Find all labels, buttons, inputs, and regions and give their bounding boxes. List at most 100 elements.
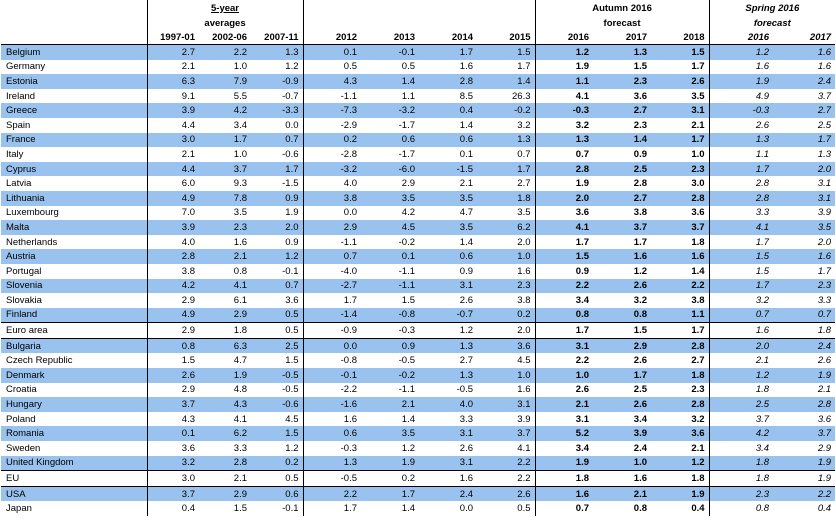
value-cell: 2.1 bbox=[361, 397, 420, 412]
value-cell: 4.0 bbox=[302, 176, 362, 191]
table-row: Belgium 2.7 2.2 1.3 0.1 -0.1 1.7 1.5 1.2 1.3 1.5 1.… bbox=[1, 44, 836, 60]
value-cell: 1.5 bbox=[251, 426, 304, 442]
value-cell: 2.6 bbox=[708, 117, 774, 133]
value-cell: 1.6 bbox=[773, 249, 836, 264]
value-cell: 3.6 bbox=[651, 426, 710, 442]
value-cell: 3.7 bbox=[817, 90, 832, 102]
value-cell: -0.7 bbox=[282, 90, 299, 102]
value-cell: 2.2 bbox=[534, 353, 594, 369]
value-cell: -1.1 bbox=[398, 384, 416, 396]
value-cell: 0.1 bbox=[146, 426, 199, 442]
value-cell: -0.3 bbox=[534, 103, 594, 118]
value-cell: 1.6 bbox=[302, 411, 362, 427]
value-cell: 3.2 bbox=[708, 293, 774, 308]
value-cell: 1.9 bbox=[773, 470, 836, 487]
value-cell: 1.8 bbox=[708, 470, 774, 487]
value-cell: 6.0 bbox=[146, 176, 199, 191]
value-cell: 1.8 bbox=[708, 455, 774, 471]
table-row: Lithuania 4.9 7.8 0.9 3.8 3.5 3.5 1.8 2.0 2.7 2.8 2… bbox=[1, 190, 836, 206]
value-cell: 1.7 bbox=[633, 236, 648, 248]
value-cell: 0.2 bbox=[302, 132, 362, 148]
value-cell: 3.6 bbox=[817, 413, 832, 425]
value-cell: 1.3 bbox=[534, 132, 594, 148]
value-cell: 1.6 bbox=[773, 44, 836, 60]
value-cell: 2.0 bbox=[517, 236, 531, 248]
table-row: Poland 4.3 4.1 4.5 1.6 1.4 3.3 3.9 3.1 3.4 3.2 3.7 3… bbox=[1, 411, 835, 427]
value-cell: 2.5 bbox=[633, 384, 648, 396]
value-cell: 1.9 bbox=[534, 455, 594, 471]
value-cell: 1.9 bbox=[773, 455, 836, 471]
value-cell: 2.0 bbox=[817, 236, 832, 248]
value-cell: 1.5 bbox=[593, 322, 652, 339]
value-cell: 0.6 bbox=[419, 132, 478, 148]
value-cell: 1.8 bbox=[691, 236, 705, 248]
value-cell: 0.4 bbox=[146, 501, 199, 516]
country-name: Denmark bbox=[1, 368, 147, 383]
country-name: Cyprus bbox=[1, 161, 147, 177]
value-cell: 2.7 bbox=[146, 44, 199, 60]
value-cell: 2.6 bbox=[593, 397, 652, 412]
value-cell: 0.7 bbox=[773, 307, 836, 323]
value-cell: 3.2 bbox=[146, 455, 199, 471]
value-cell: 1.7 bbox=[708, 161, 774, 177]
value-cell: 2.4 bbox=[773, 337, 836, 354]
value-cell: -0.9 bbox=[251, 74, 304, 89]
value-cell: 2.5 bbox=[251, 337, 304, 354]
value-cell: 1.6 bbox=[817, 61, 832, 73]
value-cell: 0.9 bbox=[534, 263, 594, 279]
value-cell: 3.2 bbox=[633, 294, 648, 306]
value-cell: -0.7 bbox=[419, 307, 478, 323]
value-cell: -1.5 bbox=[282, 178, 299, 190]
value-cell: 2.5 bbox=[708, 397, 774, 412]
country-name: Japan bbox=[6, 503, 32, 515]
value-cell: 5.5 bbox=[233, 90, 247, 102]
value-cell: 3.5 bbox=[233, 207, 247, 219]
table-row: EU 3.0 2.1 0.5 -0.5 0.2 1.6 2.2 1.8 1.6 1.8 1.8 1.9 bbox=[1, 470, 836, 487]
column-header: 2013 bbox=[361, 30, 420, 45]
country-name: Slovakia bbox=[6, 294, 42, 306]
value-cell: -0.5 bbox=[456, 384, 474, 396]
table-row: Germany 2.1 1.0 1.2 0.5 0.5 1.6 1.7 1.9 1.5 1.7 1.6… bbox=[1, 59, 835, 75]
value-cell: 1.3 bbox=[419, 337, 478, 354]
column-header: 2016 bbox=[534, 30, 594, 45]
value-cell: 1.6 bbox=[517, 384, 531, 396]
value-cell: 1.8 bbox=[477, 190, 536, 206]
country-name: Belgium bbox=[1, 44, 147, 60]
value-cell: 3.1 bbox=[534, 411, 594, 427]
value-cell: -0.5 bbox=[251, 368, 304, 383]
table-row: Spain 4.4 3.4 0.0 -2.9 -1.7 1.4 3.2 3.2 2.3 2.1 2.6… bbox=[1, 117, 835, 133]
value-cell: -3.2 bbox=[361, 103, 420, 118]
value-cell: 0.9 bbox=[459, 265, 474, 277]
value-cell: 1.6 bbox=[708, 322, 774, 339]
value-cell: 3.0 bbox=[146, 132, 199, 148]
value-cell: 2.9 bbox=[593, 337, 652, 354]
value-cell: 1.2 bbox=[651, 455, 710, 471]
value-cell: 2.3 bbox=[593, 74, 652, 89]
value-cell: 4.2 bbox=[401, 207, 416, 219]
value-cell: 1.9 bbox=[534, 59, 594, 75]
value-cell: 1.9 bbox=[361, 455, 420, 471]
table-row: Bulgaria 0.8 6.3 2.5 0.0 0.9 1.3 3.6 3.1 2.9 2.8 2.… bbox=[1, 337, 836, 354]
value-cell: 2.9 bbox=[146, 322, 199, 339]
value-cell: 1.6 bbox=[233, 236, 247, 248]
value-cell: -1.4 bbox=[302, 307, 362, 323]
value-cell: 3.4 bbox=[633, 413, 648, 425]
column-header: 2014 bbox=[419, 30, 478, 45]
value-cell: 4.7 bbox=[233, 355, 247, 367]
table-row: Greece 3.9 4.2 -3.3 -7.3 -3.2 0.4 -0.2 -0.3 2.7 3.… bbox=[1, 103, 836, 118]
value-cell: 1.8 bbox=[651, 470, 710, 487]
value-cell: 3.1 bbox=[419, 278, 478, 294]
value-cell: 2.8 bbox=[419, 74, 478, 89]
value-cell: 4.3 bbox=[199, 397, 251, 412]
value-cell: -1.1 bbox=[302, 88, 362, 104]
value-cell: 1.3 bbox=[708, 132, 774, 148]
five-year-averages-subheader: averages bbox=[146, 16, 304, 30]
value-cell: 2.8 bbox=[651, 337, 710, 354]
value-cell: 4.3 bbox=[146, 411, 199, 427]
value-cell: 2.2 bbox=[773, 485, 836, 502]
value-cell: 1.9 bbox=[285, 207, 299, 219]
country-name: Malta bbox=[1, 220, 147, 235]
value-cell: 4.5 bbox=[285, 413, 299, 425]
value-cell: 2.9 bbox=[146, 293, 199, 308]
value-cell: 4.1 bbox=[534, 220, 594, 235]
